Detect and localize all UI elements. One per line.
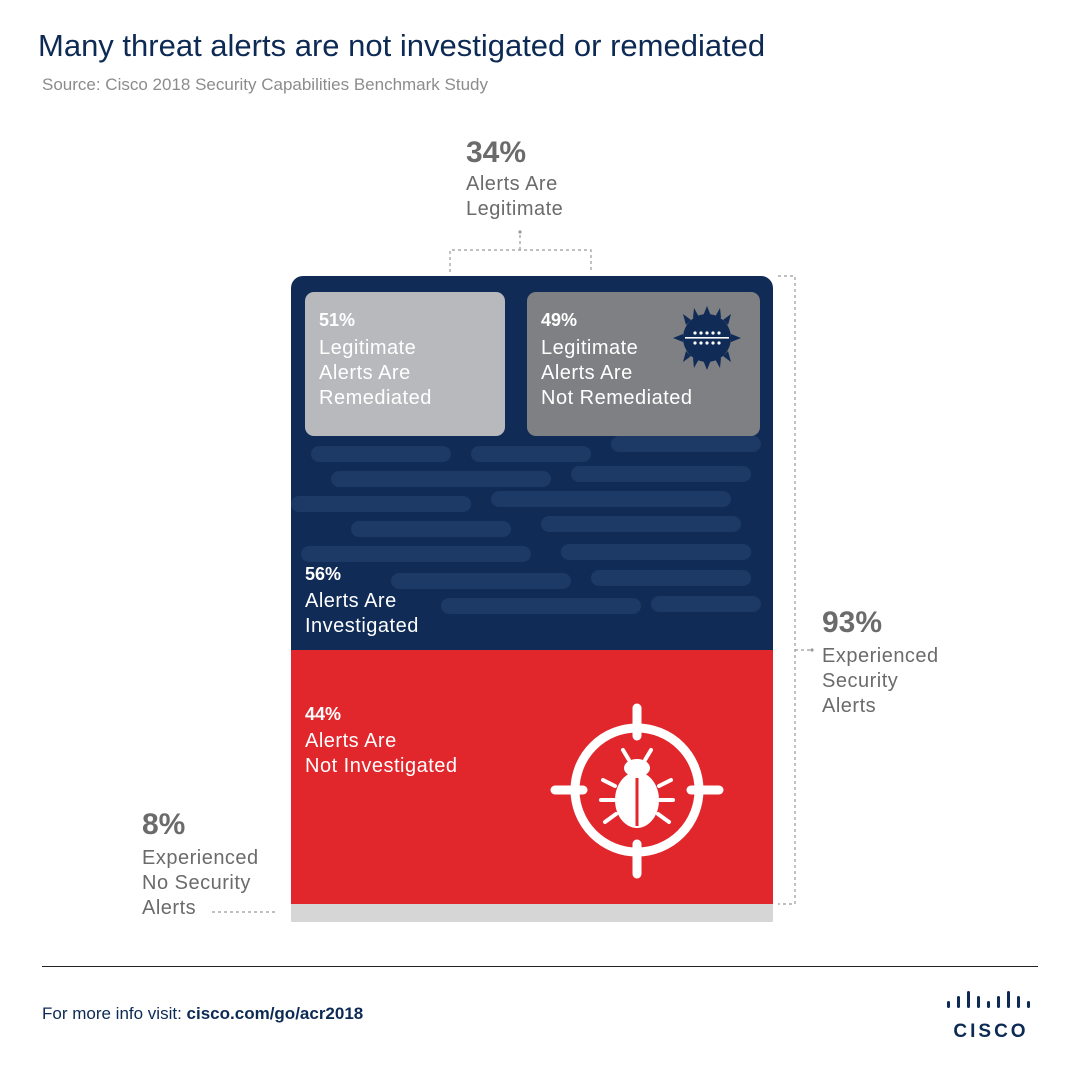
legitimate-callout: 34% Alerts Are Legitimate: [466, 136, 563, 222]
cisco-bars-icon: [947, 991, 1030, 1008]
not-investigated-area: 44% Alerts Are Not Investigated: [291, 650, 773, 904]
footer-prefix: For more info visit:: [42, 1004, 187, 1023]
experienced-label-line2: Security: [822, 670, 899, 692]
chart-title: Many threat alerts are not investigated …: [38, 28, 766, 63]
no-alerts-label-line3: Alerts: [142, 897, 197, 919]
experienced-label-line3: Alerts: [822, 695, 877, 717]
remediated-value: 51%: [319, 310, 356, 330]
no-alerts-callout: 8% Experienced No Security Alerts: [142, 808, 259, 921]
remediated-label-line3: Remediated: [319, 387, 432, 409]
footer-divider: [42, 966, 1038, 967]
legitimate-label-line1: Alerts Are: [466, 173, 558, 195]
virus-icon: [673, 306, 741, 370]
alerts-block: 51% Legitimate Alerts Are Remediated 49%…: [291, 276, 773, 922]
investigated-label-line1: Alerts Are: [305, 590, 397, 612]
remediated-label-line2: Alerts Are: [319, 362, 411, 384]
not-remediated-value: 49%: [541, 310, 578, 330]
investigated-value: 56%: [305, 564, 342, 584]
not-remediated-box: 49% Legitimate Alerts Are Not Remediated: [527, 292, 760, 436]
cisco-logo: CISCO: [944, 990, 1038, 1043]
experienced-callout: 93% Experienced Security Alerts: [822, 606, 939, 719]
legitimate-value: 34%: [466, 136, 527, 169]
no-alerts-strip: [291, 904, 773, 922]
not-investigated-value: 44%: [305, 704, 342, 724]
remediated-label-line1: Legitimate: [319, 337, 417, 359]
footer-link[interactable]: cisco.com/go/acr2018: [186, 1004, 364, 1023]
experienced-label-line1: Experienced: [822, 645, 939, 667]
chart-source: Source: Cisco 2018 Security Capabilities…: [42, 75, 488, 94]
bug-target-icon: [550, 703, 724, 879]
not-investigated-label-line1: Alerts Are: [305, 730, 397, 752]
legitimate-label-line2: Legitimate: [466, 198, 564, 220]
not-remediated-label-line2: Alerts Are: [541, 362, 633, 384]
footer-text: For more info visit: cisco.com/go/acr201…: [42, 1004, 363, 1024]
no-alerts-label-line1: Experienced: [142, 847, 259, 869]
experienced-bracket: [778, 275, 796, 905]
not-remediated-label-line1: Legitimate: [541, 337, 639, 359]
investigated-area: 51% Legitimate Alerts Are Remediated 49%…: [291, 276, 773, 650]
no-alerts-label-line2: No Security: [142, 872, 251, 894]
investigated-label-line2: Investigated: [305, 615, 419, 637]
not-remediated-label-line3: Not Remediated: [541, 387, 693, 409]
not-investigated-label-line2: Not Investigated: [305, 755, 458, 777]
experienced-value: 93%: [822, 606, 883, 639]
cisco-logo-text: CISCO: [953, 1021, 1029, 1042]
legitimate-bracket: [449, 249, 592, 272]
navy-texture: [291, 436, 761, 614]
no-alerts-value: 8%: [142, 808, 186, 841]
remediated-box: 51% Legitimate Alerts Are Remediated: [305, 292, 505, 436]
